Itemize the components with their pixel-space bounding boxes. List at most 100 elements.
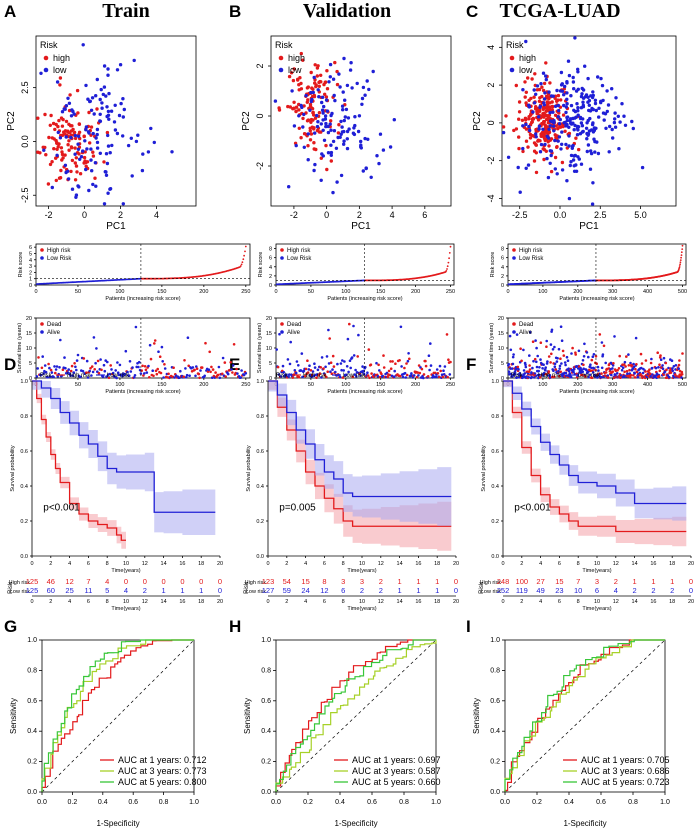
y-tick-label: 0.4 xyxy=(261,728,271,735)
alive-point xyxy=(128,360,132,363)
data-point-low xyxy=(589,94,593,98)
data-point-low xyxy=(580,124,585,128)
data-point-high xyxy=(536,118,541,122)
data-point-low xyxy=(316,120,320,124)
legend-label: Low Risk xyxy=(47,256,72,262)
y-tick-label: 0.6 xyxy=(490,698,500,705)
data-point-high xyxy=(58,76,63,80)
legend-marker xyxy=(512,322,516,326)
alive-point xyxy=(508,334,512,338)
alive-point xyxy=(667,375,671,379)
risk-point xyxy=(679,261,682,264)
dead-point xyxy=(366,374,370,377)
alive-point xyxy=(431,376,434,379)
x-tick-label: 400 xyxy=(643,289,652,295)
data-point-high xyxy=(57,142,61,146)
data-point-low xyxy=(326,124,330,129)
legend-label: AUC at 5 years: 0.723 xyxy=(581,777,670,787)
y-tick-label: 8 xyxy=(269,247,272,253)
alive-point xyxy=(64,366,67,370)
data-point-high xyxy=(308,126,312,130)
data-point-low xyxy=(100,106,104,110)
data-point-high xyxy=(69,169,73,174)
x-axis-label: Patients (increasing risk score) xyxy=(105,389,180,395)
alive-point xyxy=(239,376,243,379)
risk-table-cell: 1 xyxy=(651,577,655,586)
legend-label: High risk xyxy=(67,373,91,379)
data-point-low xyxy=(506,155,511,159)
x-tick-label: 20 xyxy=(217,561,223,567)
alive-point xyxy=(94,361,97,365)
alive-point xyxy=(294,371,298,375)
data-point-low xyxy=(573,36,577,40)
data-point-low xyxy=(331,77,336,81)
dead-point xyxy=(519,347,522,351)
data-point-low xyxy=(99,87,103,92)
dead-point xyxy=(389,367,393,371)
alive-point xyxy=(560,362,563,365)
data-point-high xyxy=(335,69,339,74)
legend-marker xyxy=(40,248,44,252)
data-point-low xyxy=(81,43,85,47)
y-tick-label: 2 xyxy=(486,83,496,88)
dead-point xyxy=(304,374,307,378)
data-point-high xyxy=(325,87,330,91)
data-point-low xyxy=(549,153,553,158)
data-point-low xyxy=(531,110,535,114)
data-point-low xyxy=(76,184,80,188)
data-point-high xyxy=(501,125,506,129)
alive-point xyxy=(327,362,331,365)
data-point-high xyxy=(324,95,329,99)
alive-point xyxy=(523,372,527,375)
data-point-high xyxy=(93,176,97,180)
data-point-low xyxy=(563,120,567,125)
data-point-low xyxy=(584,126,589,130)
data-point-low xyxy=(84,167,88,172)
y-tick-label: 0 xyxy=(486,120,496,125)
data-point-low xyxy=(586,133,590,137)
alive-point xyxy=(517,376,521,379)
dead-point xyxy=(612,362,615,365)
column-title: Validation xyxy=(303,0,391,22)
risk-table-cell: 4 xyxy=(124,586,128,595)
data-point-low xyxy=(360,96,365,101)
data-point-high xyxy=(36,150,40,154)
alive-point xyxy=(404,376,408,379)
data-point-high xyxy=(530,77,534,81)
alive-point xyxy=(191,366,195,369)
x-tick-label: 250 xyxy=(241,382,250,388)
data-point-low xyxy=(584,93,589,97)
x-tick-label: 50 xyxy=(308,289,314,295)
alive-point xyxy=(604,361,607,365)
y-tick-label: 0.8 xyxy=(20,414,28,420)
data-point-low xyxy=(610,87,614,91)
y-tick-label: 0.0 xyxy=(261,789,271,796)
alive-point xyxy=(288,362,292,366)
y-tick-label: 0.0 xyxy=(20,135,30,148)
data-point-high xyxy=(62,130,66,134)
y-tick-label: 10 xyxy=(266,346,272,352)
data-point-high xyxy=(289,71,294,75)
data-point-high xyxy=(574,136,578,140)
y-tick-label: 0.6 xyxy=(27,698,37,705)
data-point-high xyxy=(534,151,538,155)
data-point-low xyxy=(331,139,336,144)
data-point-low xyxy=(73,152,77,156)
data-point-high xyxy=(75,170,79,174)
data-point-low xyxy=(543,91,547,95)
risk-table-cell: 4 xyxy=(614,586,618,595)
x-tick-label: 14 xyxy=(397,561,403,567)
x-tick-label: 0.0 xyxy=(271,799,281,806)
data-point-low xyxy=(569,122,574,126)
alive-point xyxy=(49,375,52,379)
data-point-low xyxy=(101,92,106,97)
alive-point xyxy=(677,367,680,371)
data-point-low xyxy=(345,83,350,88)
data-point-high xyxy=(72,130,77,135)
data-point-low xyxy=(377,161,381,166)
alive-point xyxy=(661,367,665,371)
data-point-low xyxy=(586,95,590,100)
dead-point xyxy=(229,361,232,364)
data-point-low xyxy=(613,125,618,129)
